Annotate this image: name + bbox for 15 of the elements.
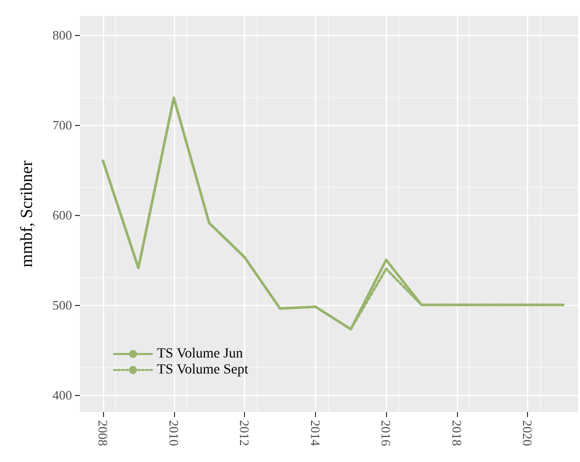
x-tick-label: 2020 xyxy=(520,420,536,446)
y-tick-label: 600 xyxy=(52,207,72,222)
y-tick-label: 800 xyxy=(52,27,72,42)
legend-label: TS Volume Sept xyxy=(157,362,248,378)
y-tick-label: 700 xyxy=(52,117,72,132)
x-tick-label: 2014 xyxy=(308,420,323,446)
y-tick-label: 400 xyxy=(52,387,72,402)
y-axis-title: mmbf, Scribner xyxy=(17,160,36,268)
x-tick-label: 2016 xyxy=(378,420,394,446)
legend-label: TS Volume Jun xyxy=(157,346,243,362)
y-tick-label: 500 xyxy=(52,297,72,312)
x-tick-label: 2018 xyxy=(449,420,464,446)
x-tick-label: 2008 xyxy=(96,420,111,446)
x-tick-label: 2010 xyxy=(166,420,182,446)
x-tick-label: 2012 xyxy=(237,420,252,446)
